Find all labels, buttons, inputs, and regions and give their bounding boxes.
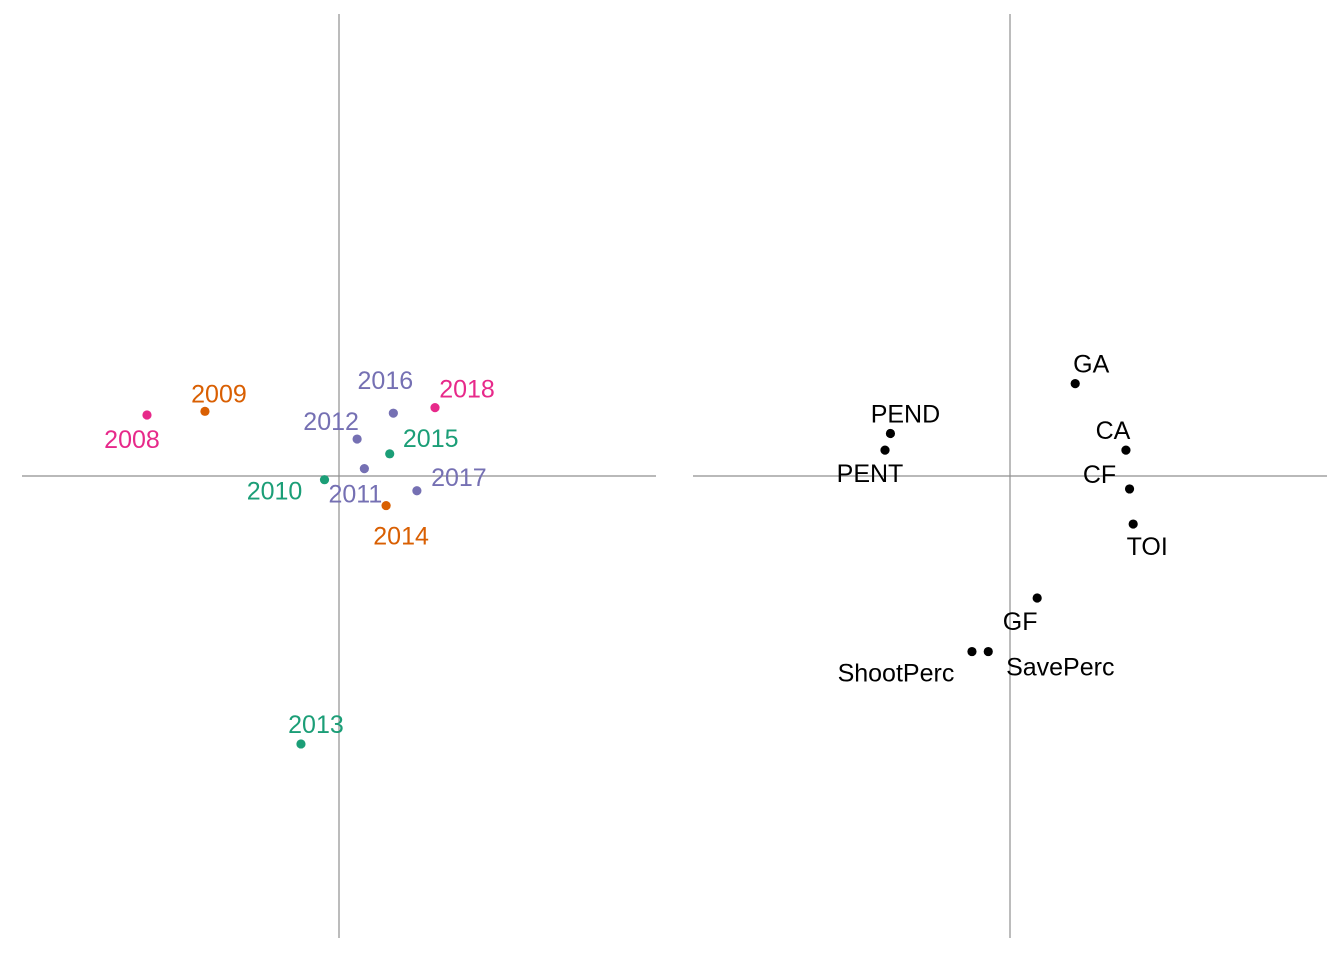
- label-2014: 2014: [373, 523, 429, 551]
- point-ga: [1070, 379, 1080, 389]
- label-2015: 2015: [403, 425, 459, 453]
- point-2017: [412, 486, 422, 496]
- point-2014: [381, 500, 391, 511]
- label-shootperc: ShootPerc: [838, 660, 955, 688]
- panel-right: GA PEND PENT CA CF TOI GF SavePerc ShootPerc: [693, 14, 1327, 938]
- panel-left: 2008 2009 2010 2011 2012 2013 2014 2015 2016 2017…: [22, 14, 656, 938]
- point-shootperc: [967, 646, 977, 657]
- point-2015: [385, 449, 395, 459]
- label-2012: 2012: [303, 408, 359, 436]
- label-ga: GA: [1073, 351, 1109, 379]
- label-pent: PENT: [837, 460, 904, 488]
- label-2009: 2009: [191, 380, 247, 408]
- point-ca: [1121, 445, 1131, 455]
- point-pend: [885, 428, 896, 439]
- point-2009: [200, 406, 210, 416]
- label-2011: 2011: [328, 481, 382, 509]
- point-2012: [352, 434, 362, 444]
- point-gf: [1032, 593, 1042, 603]
- label-saveperc: SavePerc: [1006, 654, 1114, 682]
- point-cf: [1124, 484, 1135, 494]
- label-2018: 2018: [439, 376, 495, 404]
- point-2016: [388, 408, 398, 418]
- point-toi: [1128, 519, 1138, 529]
- label-ca: CA: [1096, 417, 1131, 445]
- point-pent: [880, 445, 890, 455]
- point-saveperc: [983, 646, 993, 657]
- label-pend: PEND: [871, 400, 940, 428]
- point-2011: [359, 464, 369, 474]
- point-2008: [142, 410, 152, 420]
- label-2017: 2017: [431, 464, 487, 492]
- label-cf: CF: [1083, 461, 1116, 489]
- point-2018: [430, 403, 440, 413]
- label-toi: TOI: [1127, 533, 1168, 561]
- point-2013: [296, 739, 306, 749]
- label-2013: 2013: [288, 711, 344, 739]
- label-2010: 2010: [247, 478, 303, 506]
- label-2008: 2008: [104, 426, 160, 454]
- label-gf: GF: [1003, 608, 1038, 636]
- point-2010: [319, 475, 330, 485]
- label-2016: 2016: [358, 367, 414, 395]
